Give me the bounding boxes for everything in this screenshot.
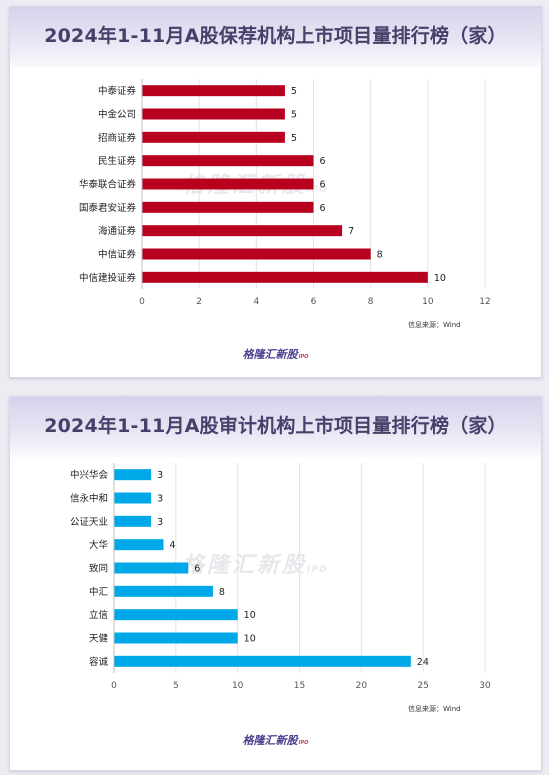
category-label: 大华 [89,539,109,551]
bar [114,515,152,527]
bar [142,248,371,260]
data-label: 10 [244,610,256,621]
bar [142,225,343,237]
data-label: 7 [348,226,354,237]
footer-logo: 格隆汇新股IPO [10,732,541,748]
x-tick-label: 10 [422,297,434,307]
footer-logo: 格隆汇新股IPO [10,346,541,362]
data-label: 6 [320,180,326,191]
category-label: 国泰君安证券 [79,202,137,214]
bar [142,178,314,190]
category-label: 民生证券 [98,155,137,167]
data-label: 8 [377,250,383,261]
bar [114,469,152,481]
sponsor-ranking-card: 2024年1-11月A股保荐机构上市项目量排行榜（家） 格隆汇新股IPO 中泰证… [9,6,542,378]
bar [142,131,285,143]
card-header: 2024年1-11月A股保荐机构上市项目量排行榜（家） [10,7,541,67]
data-label: 3 [157,517,163,528]
source-note: 信息来源：Wind [408,321,461,329]
x-tick-label: 12 [479,297,490,307]
bar [114,585,213,597]
x-tick-label: 0 [139,297,145,307]
sponsor-bar-chart: 中泰证券 5 中金公司 5 招商证券 5 民生证券 6 华泰联合证券 6 国泰君安证券 6 海通证券 7 中… [79,79,491,307]
category-label: 中汇 [89,586,109,598]
data-label: 6 [320,156,326,167]
x-tick-label: 20 [356,681,368,691]
bar [142,85,285,97]
bar [114,562,189,574]
category-label: 中兴华会 [70,469,109,481]
x-tick-label: 5 [173,681,179,691]
data-label: 5 [291,133,297,144]
data-label: 8 [219,587,225,598]
x-tick-label: 2 [196,297,202,307]
auditor-ranking-card: 2024年1-11月A股审计机构上市项目量排行榜（家） 格隆汇新股IPO 中兴华… [9,396,542,771]
card-header: 2024年1-11月A股审计机构上市项目量排行榜（家） [10,397,541,457]
x-tick-label: 6 [311,297,317,307]
data-label: 3 [157,494,163,505]
bar [114,539,164,551]
data-label: 3 [157,470,163,481]
x-tick-label: 30 [479,681,491,691]
chart-title: 2024年1-11月A股保荐机构上市项目量排行榜（家） [44,25,507,47]
category-label: 立信 [89,609,108,621]
category-label: 致同 [89,563,108,575]
bar [142,271,428,283]
bar [114,632,238,644]
bar [114,492,152,504]
category-label: 公证天业 [70,517,108,528]
data-label: 5 [291,110,297,121]
data-label: 6 [194,564,200,575]
x-tick-label: 10 [232,681,244,691]
category-label: 中信建投证券 [79,272,137,284]
category-label: 信永中和 [70,493,108,505]
data-label: 10 [434,273,446,284]
category-label: 容诚 [89,656,109,668]
bar [142,108,285,120]
category-label: 招商证券 [98,132,137,144]
category-label: 华泰联合证券 [79,179,137,191]
footer-logo-sub: IPO [298,740,309,746]
bar [142,201,314,213]
category-label: 天健 [89,633,109,645]
footer-logo-text: 格隆汇新股 [242,348,298,361]
x-tick-label: 0 [111,681,117,691]
category-label: 中泰证券 [98,85,137,97]
x-tick-label: 25 [417,681,428,691]
data-label: 5 [291,86,297,97]
data-label: 24 [417,657,429,668]
chart-title: 2024年1-11月A股审计机构上市项目量排行榜（家） [44,415,507,437]
x-tick-label: 4 [253,297,259,307]
bar [114,609,238,621]
x-tick-label: 8 [368,297,374,307]
category-label: 海通证券 [98,225,137,237]
footer-logo-sub: IPO [298,354,309,360]
data-label: 6 [320,203,326,214]
bar [142,155,314,167]
auditor-bar-chart: 中兴华会 3 信永中和 3 公证天业 3 大华 4 致同 6 中汇 8 立信 10 天健 10 容诚 24 0 5 10… [70,463,491,691]
x-tick-label: 15 [294,681,305,691]
footer-logo-text: 格隆汇新股 [242,734,298,747]
bar [114,655,411,667]
category-label: 中信证券 [98,249,137,261]
source-note: 信息来源：Wind [408,705,461,713]
data-label: 10 [244,634,256,645]
data-label: 4 [169,540,175,551]
category-label: 中金公司 [98,109,136,121]
